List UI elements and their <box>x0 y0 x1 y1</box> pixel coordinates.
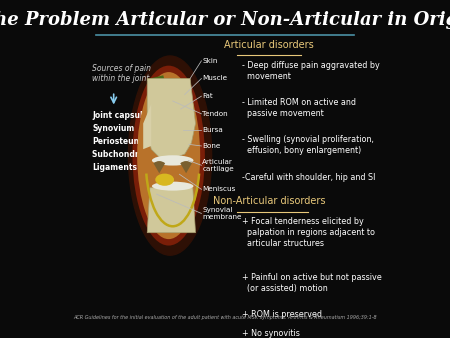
Text: Sources of pain
within the joint: Sources of pain within the joint <box>92 64 151 83</box>
Text: Articular
cartilage: Articular cartilage <box>202 159 234 172</box>
Ellipse shape <box>152 155 194 166</box>
Text: Articular disorders: Articular disorders <box>225 40 314 50</box>
Text: Meniscus: Meniscus <box>202 186 236 192</box>
Polygon shape <box>147 188 195 233</box>
Wedge shape <box>153 161 165 173</box>
Ellipse shape <box>128 56 212 255</box>
Text: - Limited ROM on active and
  passive movement: - Limited ROM on active and passive move… <box>243 98 356 118</box>
Polygon shape <box>150 75 170 107</box>
Ellipse shape <box>137 72 200 239</box>
Text: Is the Problem Articular or Non-Articular in Origin?: Is the Problem Articular or Non-Articula… <box>0 11 450 29</box>
Text: + Painful on active but not passive
  (or assisted) motion: + Painful on active but not passive (or … <box>243 273 382 293</box>
Polygon shape <box>147 78 195 159</box>
Text: + No synovitis: + No synovitis <box>243 329 300 338</box>
Ellipse shape <box>171 123 190 136</box>
Ellipse shape <box>155 174 174 186</box>
Text: + ROM is preserved: + ROM is preserved <box>243 310 323 319</box>
Ellipse shape <box>132 66 205 246</box>
Text: Bone: Bone <box>202 143 220 149</box>
Text: + Focal tenderness elicited by
  palpation in regions adjacent to
  articular st: + Focal tenderness elicited by palpation… <box>243 217 375 248</box>
Text: - Deep diffuse pain aggravated by
  movement: - Deep diffuse pain aggravated by moveme… <box>243 61 380 81</box>
Ellipse shape <box>152 182 194 191</box>
Text: Synovial
membrane: Synovial membrane <box>202 207 242 220</box>
Text: Tendon: Tendon <box>202 111 228 117</box>
Wedge shape <box>180 161 192 173</box>
Text: - Swelling (synovial proliferation,
  effusion, bony enlargement): - Swelling (synovial proliferation, effu… <box>243 135 374 155</box>
Text: Joint capsule
Synovium
Periosteum
Subchondral bone
Ligaments: Joint capsule Synovium Periosteum Subcho… <box>92 111 171 172</box>
Text: Bursa: Bursa <box>202 127 223 133</box>
Text: ACR Guidelines for the initial evaluation of the adult patient with acute MSK sy: ACR Guidelines for the initial evaluatio… <box>73 315 377 320</box>
Text: Fat: Fat <box>202 93 213 99</box>
Text: Non-Articular disorders: Non-Articular disorders <box>213 196 325 206</box>
Text: Skin: Skin <box>202 58 218 64</box>
Text: Muscle: Muscle <box>202 75 227 81</box>
Text: -Careful with shoulder, hip and SI: -Careful with shoulder, hip and SI <box>243 173 376 182</box>
Polygon shape <box>143 104 151 149</box>
